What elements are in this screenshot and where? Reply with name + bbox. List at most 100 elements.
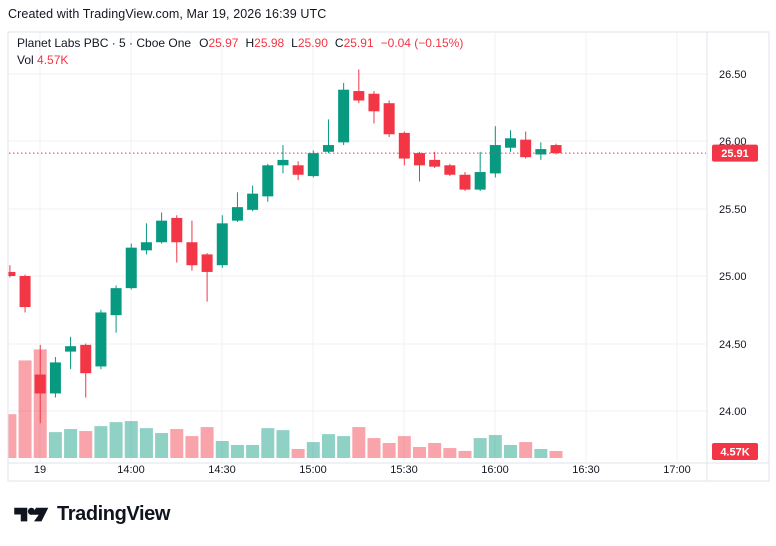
time-axis-label: 15:30 <box>390 464 418 476</box>
candle-body <box>398 132 410 159</box>
volume-bar <box>246 444 260 458</box>
price-axis-label: 25.00 <box>719 271 747 283</box>
volume-bar <box>48 432 62 458</box>
candle <box>520 131 532 159</box>
candle-body <box>338 89 350 143</box>
attribution-text: Created with TradingView.com, Mar 19, 20… <box>8 7 327 21</box>
open-value: 25.97 <box>208 36 239 50</box>
candle-wick <box>479 151 481 191</box>
close-value: 25.91 <box>343 36 374 50</box>
low-value: 25.90 <box>297 36 328 50</box>
candle <box>429 151 441 168</box>
candle <box>110 285 122 333</box>
candle-series <box>8 69 562 424</box>
candle <box>277 145 289 174</box>
candle <box>459 172 471 191</box>
volume-bar <box>200 427 214 458</box>
candle <box>201 253 213 302</box>
volume-bar <box>8 414 17 458</box>
time-axis-label: 16:30 <box>572 464 600 476</box>
candle-body <box>156 220 168 243</box>
candle <box>34 344 46 424</box>
candle-body <box>231 207 243 221</box>
candle-body <box>292 165 304 175</box>
candle <box>398 131 410 166</box>
candle-body <box>140 242 152 251</box>
volume-bar <box>321 434 335 458</box>
candle-body <box>474 172 486 190</box>
candle <box>322 119 334 154</box>
low-label: L <box>291 36 298 50</box>
candle <box>231 192 243 222</box>
candle <box>156 212 168 244</box>
price-axis-label: 25.50 <box>719 204 747 216</box>
volume-bar <box>215 440 229 458</box>
candle-body <box>262 165 274 197</box>
last-volume-badge <box>712 443 758 460</box>
candle <box>550 143 562 155</box>
time-axis-label: 14:30 <box>208 464 236 476</box>
price-axis-label: 24.00 <box>719 406 747 418</box>
volume-bar <box>443 448 457 458</box>
tradingview-logo-text: TradingView <box>57 503 171 525</box>
candle <box>353 69 365 104</box>
candle-body <box>49 362 61 394</box>
volume-bar <box>337 436 351 458</box>
symbol-title: Planet Labs PBC · 5 · Cboe One <box>17 36 192 50</box>
volume-bar <box>473 438 487 458</box>
candle <box>140 223 152 255</box>
candle-body <box>95 312 107 367</box>
volume-bar <box>94 426 108 458</box>
tradingview-branding[interactable]: TradingView <box>14 503 170 526</box>
volume-bar <box>276 430 290 458</box>
volume-bar <box>428 442 442 458</box>
candle <box>125 243 137 290</box>
volume-bar <box>519 442 533 458</box>
candle-wick <box>358 69 360 104</box>
candle-wick <box>9 265 11 278</box>
candle-body <box>216 223 228 266</box>
volume-bar <box>261 428 275 458</box>
candle-body <box>535 149 547 155</box>
candle-wick <box>145 223 147 255</box>
candle-wick <box>70 336 72 370</box>
candle <box>95 309 107 370</box>
candle-body <box>34 374 46 394</box>
candle-body <box>8 271 16 276</box>
volume-bar <box>230 444 244 458</box>
volume-bar <box>139 428 153 458</box>
time-axis-label: 15:00 <box>299 464 327 476</box>
volume-bar <box>124 421 138 458</box>
high-value: 25.98 <box>254 36 285 50</box>
candle-body <box>322 145 334 152</box>
candle <box>8 265 16 278</box>
candle <box>489 126 501 178</box>
candle-body <box>444 165 456 175</box>
candle <box>262 163 274 202</box>
volume-bar <box>352 427 366 458</box>
last-price-badge-text: 25.91 <box>721 148 749 160</box>
volume-label: Vol <box>17 53 34 67</box>
volume-bar <box>185 436 199 458</box>
candle-body <box>277 159 289 166</box>
candle-body <box>413 153 425 166</box>
candle <box>444 163 456 177</box>
volume-bar <box>504 444 518 458</box>
volume-bar <box>488 435 502 458</box>
volume-bar <box>306 442 320 458</box>
candle <box>338 82 350 146</box>
candle-body <box>186 242 198 266</box>
candle-body <box>489 145 501 174</box>
time-axis-label: 14:00 <box>117 464 145 476</box>
volume-bar <box>155 433 169 458</box>
volume-bar <box>291 448 305 458</box>
high-label: H <box>245 36 255 50</box>
candle <box>49 357 61 398</box>
volume-bar <box>109 422 123 458</box>
candle-body <box>368 93 380 112</box>
price-axis-label: 24.50 <box>719 339 747 351</box>
volume-bar <box>64 429 78 458</box>
volume-bar <box>534 448 548 458</box>
candle-body <box>171 217 183 243</box>
